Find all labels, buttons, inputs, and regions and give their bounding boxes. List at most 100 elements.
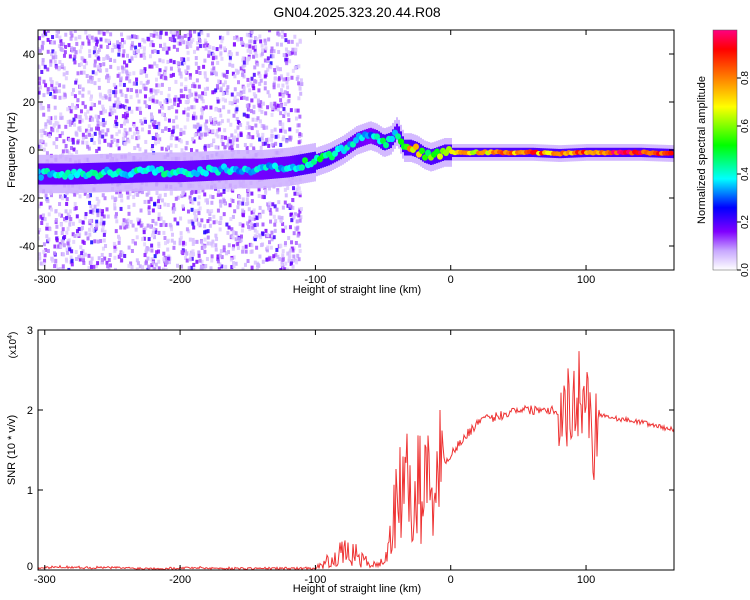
heatmap-noise-cell <box>295 42 299 47</box>
heatmap-noise-cell <box>186 57 190 62</box>
heatmap-noise-cell <box>160 82 164 87</box>
heatmap-noise-cell <box>290 50 294 55</box>
heatmap-noise-cell <box>211 56 215 61</box>
heatmap-noise-cell <box>244 249 248 254</box>
heatmap-noise-cell <box>186 99 190 104</box>
heatmap-noise-cell <box>71 120 75 125</box>
heatmap-noise-cell <box>260 135 264 140</box>
heatmap-noise-cell <box>222 248 226 253</box>
heatmap-noise-cell <box>79 109 83 114</box>
heatmap-noise-cell <box>79 70 83 75</box>
heatmap-noise-cell <box>131 41 135 46</box>
heatmap-noise-cell <box>65 70 69 75</box>
heatmap-noise-cell <box>62 42 66 47</box>
heatmap-noise-cell <box>172 203 176 208</box>
heatmap-noise-cell <box>151 122 155 127</box>
heatmap-noise-cell <box>50 40 54 45</box>
heatmap-noise-cell <box>162 251 166 256</box>
heatmap-noise-cell <box>101 110 105 115</box>
heatmap-noise-cell <box>291 264 295 269</box>
heatmap-noise-cell <box>83 104 87 109</box>
heatmap-noise-cell <box>80 118 84 123</box>
heatmap-noise-cell <box>49 62 53 67</box>
heatmap-noise-cell <box>39 101 43 106</box>
heatmap-inner-cell <box>40 163 42 185</box>
heatmap-noise-cell <box>169 36 173 41</box>
heatmap-noise-cell <box>82 260 86 265</box>
heatmap-noise-cell <box>95 219 99 224</box>
heatmap-noise-cell <box>90 35 94 40</box>
heatmap-noise-cell <box>78 49 82 54</box>
heatmap-noise-cell <box>269 49 273 54</box>
heatmap-noise-cell <box>140 190 144 195</box>
heatmap-noise-cell <box>169 136 173 141</box>
heatmap-noise-cell <box>291 248 295 253</box>
heatmap-noise-cell <box>116 73 120 78</box>
x-tick-label: -200 <box>169 274 191 286</box>
heatmap-noise-cell <box>254 51 258 56</box>
heatmap-noise-cell <box>295 219 299 224</box>
heatmap-noise-cell <box>101 129 105 134</box>
heatmap-noise-cell <box>141 69 145 74</box>
heatmap-noise-cell <box>121 253 125 258</box>
heatmap-noise-cell <box>110 195 114 200</box>
heatmap-noise-cell <box>93 131 97 136</box>
heatmap-noise-cell <box>179 37 183 42</box>
heatmap-noise-cell <box>245 96 249 101</box>
heatmap-noise-cell <box>298 243 302 248</box>
heatmap-noise-cell <box>49 59 53 64</box>
heatmap-noise-cell <box>281 30 285 34</box>
heatmap-noise-cell <box>223 145 227 150</box>
heatmap-noise-cell <box>190 148 194 153</box>
heatmap-noise-cell <box>221 97 225 102</box>
heatmap-noise-cell <box>210 209 214 214</box>
heatmap-noise-cell <box>85 140 89 145</box>
heatmap-noise-cell <box>171 209 175 214</box>
heatmap-noise-cell <box>40 46 44 51</box>
heatmap-noise-cell <box>65 197 69 202</box>
heatmap-noise-cell <box>136 35 140 40</box>
heatmap-noise-cell <box>287 93 291 98</box>
heatmap-noise-cell <box>232 36 236 41</box>
heatmap-noise-cell <box>87 129 91 134</box>
heatmap-noise-cell <box>74 249 78 254</box>
heatmap-noise-cell <box>60 196 64 201</box>
heatmap-noise-cell <box>278 257 282 262</box>
heatmap-noise-cell <box>74 50 78 55</box>
heatmap-noise-cell <box>266 59 270 64</box>
heatmap-noise-cell <box>44 142 48 147</box>
heatmap-noise-cell <box>137 189 141 194</box>
heatmap-noise-cell <box>89 97 93 102</box>
heatmap-noise-cell <box>219 86 223 91</box>
heatmap-noise-cell <box>257 263 261 268</box>
heatmap-noise-cell <box>163 202 167 207</box>
heatmap-noise-cell <box>120 65 124 70</box>
heatmap-noise-cell <box>188 195 192 200</box>
heatmap-noise-cell <box>241 267 245 270</box>
heatmap-noise-cell <box>48 86 52 91</box>
heatmap-noise-cell <box>80 56 84 61</box>
heatmap-noise-cell <box>99 121 103 126</box>
heatmap-noise-cell <box>198 127 202 132</box>
heatmap-noise-cell <box>249 109 253 114</box>
heatmap-noise-cell <box>258 205 262 210</box>
heatmap-noise-cell <box>38 230 40 235</box>
heatmap-noise-cell <box>75 41 79 46</box>
heatmap-noise-cell <box>259 100 263 105</box>
heatmap-noise-cell <box>197 250 201 255</box>
heatmap-noise-cell <box>172 44 176 49</box>
heatmap-noise-cell <box>62 243 66 248</box>
heatmap-noise-cell <box>159 75 163 80</box>
snr-frame <box>37 329 675 571</box>
heatmap-noise-cell <box>241 64 245 69</box>
heatmap-noise-cell <box>77 126 81 131</box>
heatmap-noise-cell <box>277 83 281 88</box>
heatmap-noise-cell <box>205 257 209 262</box>
heatmap-noise-cell <box>248 215 252 220</box>
heatmap-noise-cell <box>176 263 180 268</box>
heatmap-noise-cell <box>197 201 201 206</box>
heatmap-noise-cell <box>231 199 235 204</box>
heatmap-noise-cell <box>181 206 185 211</box>
heatmap-noise-cell <box>210 254 214 259</box>
heatmap-noise-cell <box>41 216 45 221</box>
